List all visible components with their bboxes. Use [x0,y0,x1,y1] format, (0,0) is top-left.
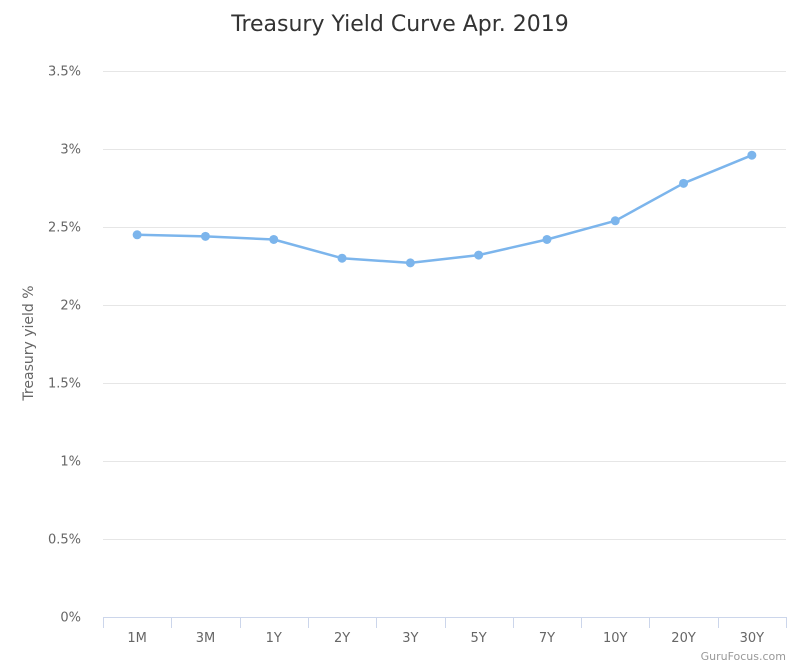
data-point[interactable] [474,250,484,260]
data-point[interactable] [337,253,347,263]
data-point[interactable] [132,230,142,240]
y-gridlines [103,71,786,540]
x-tick-label: 20Y [671,631,696,646]
data-point[interactable] [747,150,757,160]
y-tick-label: 0% [60,611,81,626]
credit-label[interactable]: GuruFocus.com [701,650,786,663]
x-tick-label: 7Y [539,631,555,646]
y-axis-title: Treasury yield % [21,285,37,401]
x-tick-label: 3Y [402,631,418,646]
y-tick-label: 3.5% [48,65,81,80]
y-tick-label: 1.5% [48,377,81,392]
x-tick-label: 5Y [471,631,487,646]
series-path [137,154,753,265]
x-tick-label: 10Y [603,631,628,646]
data-point[interactable] [542,234,552,244]
x-tick-label: 1Y [266,631,282,646]
series-line [132,150,757,268]
data-point[interactable] [610,216,620,226]
y-tick-label: 1% [60,455,81,470]
x-axis: 1M 3M 1Y 2Y 3Y 5Y 7Y 10Y 20Y 30Y [103,617,787,646]
data-point[interactable] [679,178,689,188]
data-point[interactable] [269,234,279,244]
y-tick-label: 3% [60,143,81,158]
data-point[interactable] [405,258,415,268]
y-tick-label: 2.5% [48,221,81,236]
data-point[interactable] [200,231,210,241]
x-tick-label: 1M [127,631,147,646]
x-tick-label: 3M [196,631,216,646]
y-tick-label: 2% [60,299,81,314]
chart-title: Treasury Yield Curve Apr. 2019 [230,12,569,37]
y-axis-ticks: 0% 0.5% 1% 1.5% 2% 2.5% 3% 3.5% [48,65,81,626]
x-tick-label: 2Y [334,631,350,646]
x-tick-label: 30Y [740,631,765,646]
y-tick-label: 0.5% [48,533,81,548]
